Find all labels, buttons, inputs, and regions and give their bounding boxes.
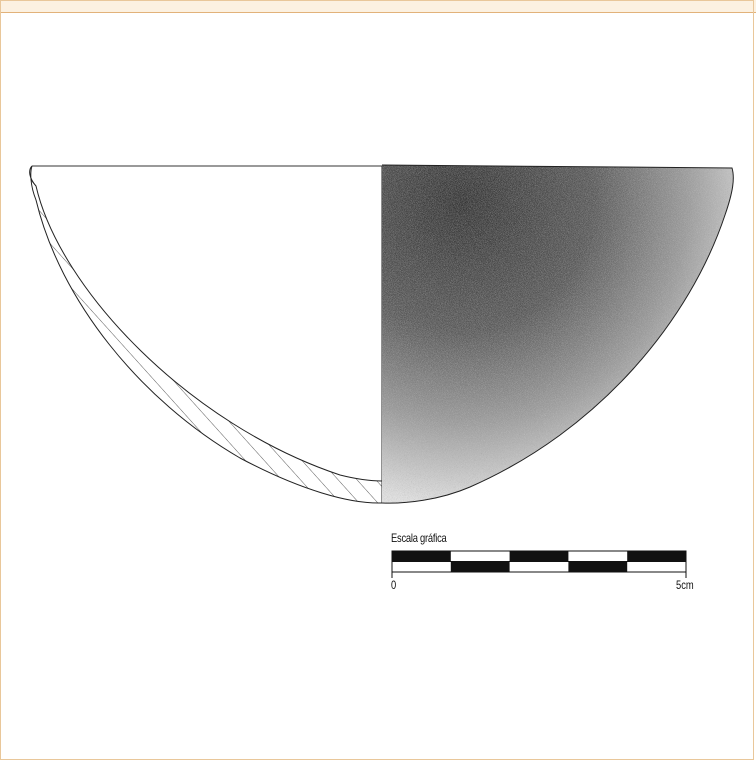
top-strip: [0, 0, 756, 13]
scale-title: Escala gráfica: [391, 531, 447, 545]
exterior-view: [382, 165, 734, 504]
scale-bar: [391, 550, 687, 578]
exterior-outline: [381, 164, 734, 504]
scale-start-label: 0: [391, 578, 397, 592]
section-profile: [29, 165, 383, 504]
scale-end-label: 5cm: [676, 578, 694, 592]
